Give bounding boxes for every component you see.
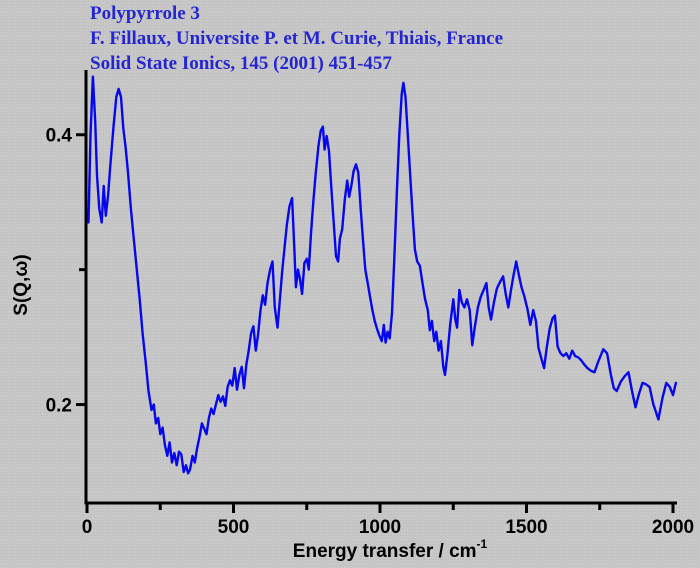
x-axis-title-text: Energy transfer / cm <box>292 541 477 563</box>
x-tick-label: 2000 <box>652 517 694 538</box>
y-tick-label: 0.4 <box>46 126 73 147</box>
spectrum-curve <box>87 75 678 475</box>
x-tick-label: 1000 <box>359 517 401 538</box>
x-tick-label: 0 <box>82 517 93 538</box>
x-axis-title: Energy transfer / cm-1 <box>292 536 488 563</box>
y-axis-title-text: S(Q,ω) <box>11 254 32 316</box>
y-axis-title: S(Q,ω) <box>11 254 33 315</box>
plot-title-block: Polypyrrole 3 F. Fillaux, Universite P. … <box>90 1 503 76</box>
plot-title: Polypyrrole 3 <box>90 3 200 24</box>
plot-author-line: F. Fillaux, Universite P. et M. Curie, T… <box>90 28 504 49</box>
plot-reference-line: Solid State Ionics, 145 (2001) 451-457 <box>90 53 392 74</box>
x-axis-title-superscript: -1 <box>476 536 488 551</box>
axis-frame <box>84 70 677 505</box>
y-tick-label: 0.2 <box>46 396 72 417</box>
x-tick-label: 1500 <box>505 517 547 538</box>
x-tick-label: 500 <box>218 517 250 538</box>
